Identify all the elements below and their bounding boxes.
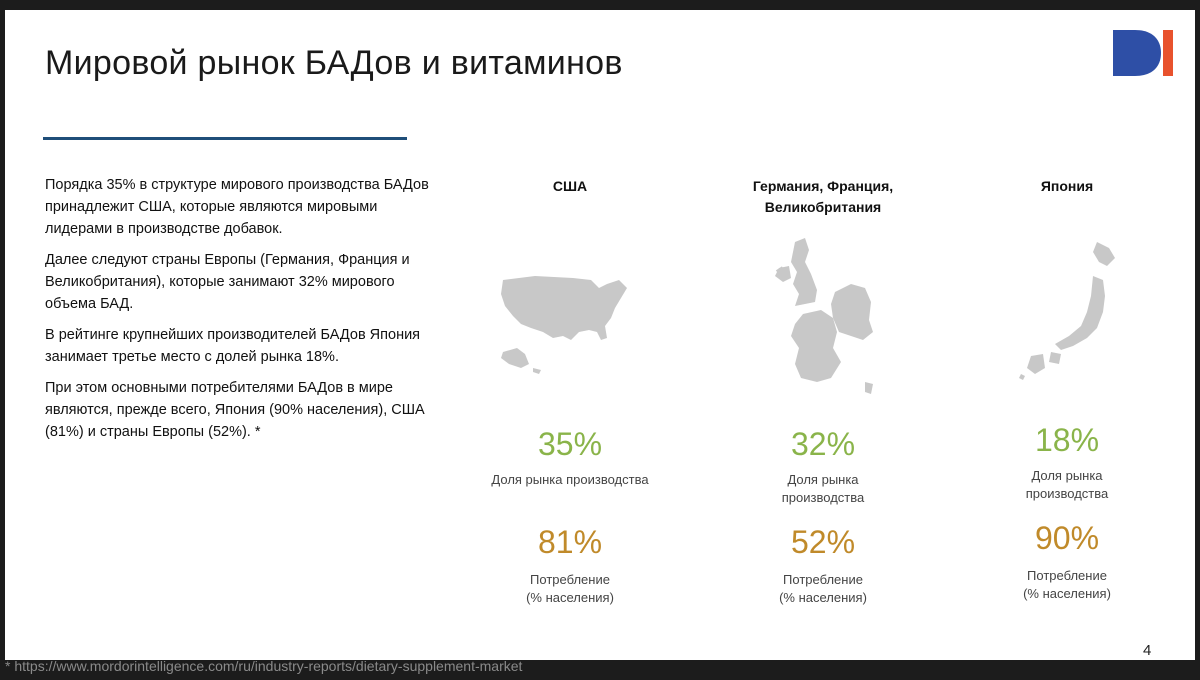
japan-production-label: Доля рынка производства <box>1025 468 1109 501</box>
japan-map-icon <box>1019 242 1115 380</box>
europe-consumption-label: Потребление (% населения) <box>779 572 867 605</box>
japan-production-block: 18% Доля рынка производства <box>967 422 1167 503</box>
footnote-source-link[interactable]: * https://www.mordorintelligence.com/ru/… <box>5 658 523 674</box>
region-europe-name: Германия, Франция, Великобритания <box>752 178 894 215</box>
slide: Мировой рынок БАДов и витаминов Порядка … <box>5 10 1195 674</box>
japan-consumption-block: 90% Потребление (% населения) <box>967 520 1167 603</box>
usa-production-label: Доля рынка производства <box>491 472 649 487</box>
europe-consumption-value: 52% <box>790 524 856 560</box>
title-underline <box>43 137 407 140</box>
description-text: Порядка 35% в структуре мирового произво… <box>45 174 435 452</box>
company-logo <box>1113 30 1173 76</box>
japan-consumption-label: Потребление (% населения) <box>1023 568 1111 601</box>
usa-production-block: 35% Доля рынка производства <box>470 426 670 489</box>
paragraph-4: При этом основными потребителями БАДов в… <box>45 380 425 440</box>
page-title: Мировой рынок БАДов и витаминов <box>45 44 623 82</box>
europe-production-block: 32% Доля рынка производства <box>723 426 923 507</box>
usa-consumption-block: 81% Потребление (% населения) <box>470 524 670 607</box>
japan-consumption-value: 90% <box>1034 520 1100 556</box>
usa-consumption-value: 81% <box>537 524 603 560</box>
europe-production-label: Доля рынка производства <box>781 472 865 505</box>
japan-production-share: 18% <box>1034 422 1100 458</box>
logo-i-bar <box>1163 30 1173 76</box>
paragraph-3: В рейтинге крупнейших производителей БАД… <box>45 327 421 365</box>
western-europe-map-icon <box>775 238 873 394</box>
paragraph-1: Порядка 35% в структуре мирового произво… <box>45 177 429 237</box>
europe-consumption-block: 52% Потребление (% населения) <box>723 524 923 607</box>
logo-d-shape <box>1113 30 1161 76</box>
page-number: 4 <box>1143 642 1152 659</box>
usa-map-icon <box>501 276 627 374</box>
europe-production-share: 32% <box>790 426 856 462</box>
region-usa-name: США <box>552 178 588 194</box>
usa-consumption-label: Потребление (% населения) <box>526 572 614 605</box>
usa-production-share: 35% <box>537 426 603 462</box>
paragraph-2: Далее следуют страны Европы (Германия, Ф… <box>45 252 410 312</box>
region-japan-name: Япония <box>1040 178 1094 194</box>
